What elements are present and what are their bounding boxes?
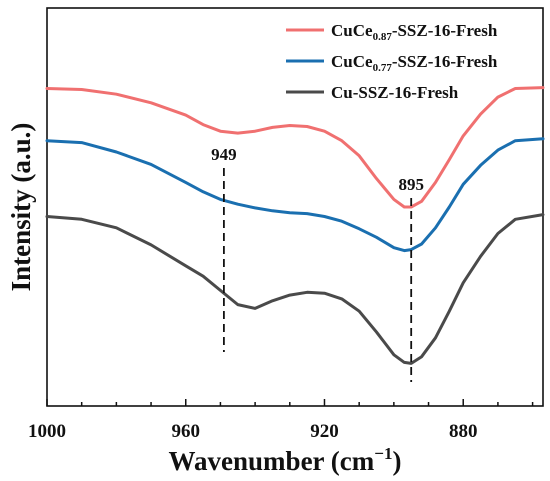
annotation-layer: 949 895 bbox=[211, 145, 424, 382]
series-line-3 bbox=[45, 213, 545, 365]
y-axis-label: Intensity (a.u.) bbox=[6, 123, 36, 292]
x-axis: 1000 960 920 880 bbox=[28, 399, 534, 442]
plot-frame bbox=[46, 7, 544, 407]
x-tick-label: 920 bbox=[310, 421, 339, 442]
legend-label-3: Cu-SSZ-16-Fresh bbox=[331, 83, 459, 102]
series-line-1 bbox=[45, 86, 545, 209]
x-tick-label: 960 bbox=[171, 421, 200, 442]
annotation-label-949: 949 bbox=[211, 145, 237, 164]
x-axis-label-close: ) bbox=[392, 446, 401, 476]
annotation-label-895: 895 bbox=[398, 175, 424, 194]
x-axis-label: Wavenumber (cm−1) bbox=[169, 444, 402, 476]
series-line-2 bbox=[45, 137, 545, 253]
legend: CuCe0.87-SSZ-16-Fresh CuCe0.77-SSZ-16-Fre… bbox=[286, 21, 498, 102]
legend-label-1: CuCe0.87-SSZ-16-Fresh bbox=[331, 21, 498, 43]
x-axis-label-sup: −1 bbox=[374, 444, 392, 463]
series-layer bbox=[45, 86, 545, 365]
x-axis-label-main: Wavenumber (cm bbox=[169, 446, 375, 476]
x-tick-label: 880 bbox=[449, 421, 478, 442]
x-tick-label: 1000 bbox=[28, 421, 66, 442]
plot-border bbox=[46, 7, 544, 407]
legend-label-2: CuCe0.77-SSZ-16-Fresh bbox=[331, 52, 498, 74]
